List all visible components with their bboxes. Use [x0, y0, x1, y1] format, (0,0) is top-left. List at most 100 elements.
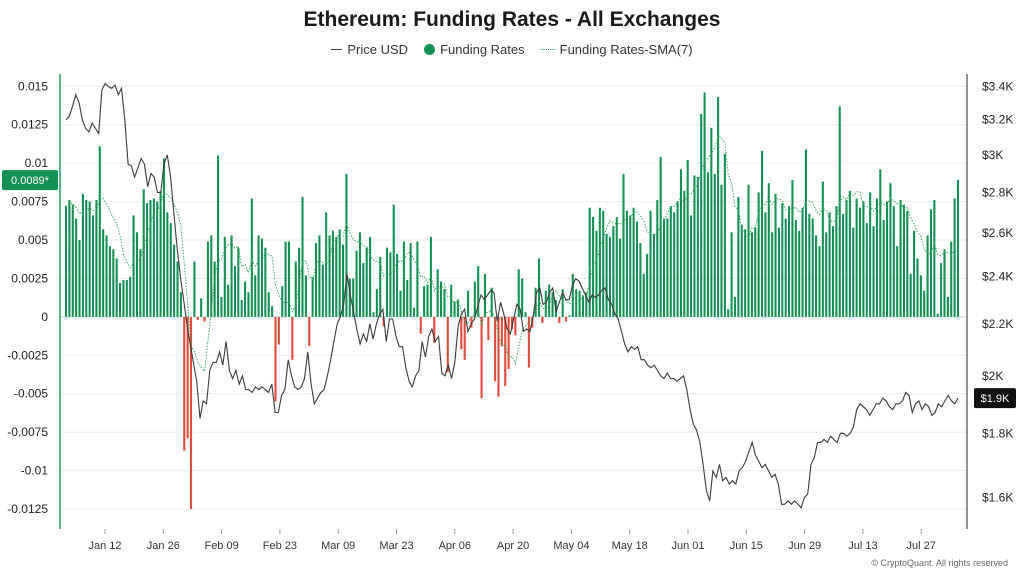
funding-rate-bar	[571, 273, 574, 317]
funding-rate-bar	[338, 229, 341, 317]
funding-rate-bar	[521, 278, 524, 317]
funding-rate-bar	[166, 212, 169, 317]
funding-rate-bar	[906, 210, 909, 317]
funding-rate-bar	[767, 183, 770, 317]
funding-rate-bar	[943, 249, 946, 317]
funding-rate-bar	[409, 243, 412, 317]
funding-rate-bar	[135, 232, 138, 317]
funding-rate-bar	[183, 316, 186, 451]
funding-rate-bar	[771, 232, 774, 317]
funding-rate-bar	[565, 316, 568, 322]
funding-rate-bar	[176, 261, 179, 317]
right-tick-label: $3K	[982, 148, 1003, 162]
funding-rate-bar	[575, 289, 578, 317]
funding-rate-bar	[112, 249, 115, 317]
funding-rate-bar	[875, 198, 878, 317]
funding-rate-bar	[811, 218, 814, 317]
funding-rate-bar	[690, 215, 693, 317]
funding-rate-bar	[585, 292, 588, 317]
funding-rate-bar	[551, 292, 554, 317]
funding-rate-bar	[801, 207, 804, 317]
funding-rate-bar	[916, 258, 919, 317]
funding-rate-bar	[497, 316, 500, 397]
funding-rate-bar	[646, 253, 649, 317]
funding-rate-bar	[494, 316, 497, 382]
funding-rate-bar	[581, 295, 584, 317]
x-tick-label: May 18	[612, 540, 648, 552]
funding-rate-bar	[456, 299, 459, 317]
funding-rate-bar	[125, 279, 128, 317]
funding-rate-bar	[842, 213, 845, 317]
funding-rate-bar	[764, 212, 767, 317]
funding-rate-bar	[598, 207, 601, 317]
funding-rate-bar	[909, 273, 912, 317]
funding-rate-bar	[727, 309, 730, 317]
copyright-text: © CryptoQuant. All rights reserved	[871, 558, 1008, 568]
legend-item-sma[interactable]: Funding Rates-SMA(7)	[540, 42, 693, 57]
funding-rate-bar	[88, 201, 91, 317]
x-tick-label: Jan 26	[147, 540, 180, 552]
funding-rate-bar	[402, 241, 405, 317]
funding-rate-bar	[189, 316, 193, 510]
x-tick-label: Jun 29	[788, 540, 821, 552]
funding-rate-bar	[325, 212, 328, 317]
x-tick-label: Jun 01	[671, 540, 704, 552]
funding-rate-bar	[889, 183, 892, 317]
x-axis-ticks: Jan 12 Jan 26 Feb 09 Feb 23 Mar 09 Mar 23 Apr …	[88, 529, 936, 552]
funding-rate-bar	[68, 200, 71, 317]
x-tick-label: Jul 27	[907, 540, 936, 552]
funding-rate-bar	[608, 236, 612, 317]
right-tick-label: $3.2K	[982, 113, 1013, 127]
funding-rate-bar	[592, 216, 595, 317]
left-tick-label: -0.0125	[7, 502, 48, 516]
funding-rate-bar	[777, 227, 780, 317]
funding-rate-bar	[156, 201, 159, 317]
funding-rate-bar	[845, 200, 848, 317]
funding-rate-bar	[102, 229, 105, 317]
funding-rate-bars	[64, 92, 960, 510]
gridlines	[60, 85, 967, 510]
funding-rate-bar	[649, 210, 652, 317]
funding-rate-bar	[737, 196, 740, 317]
funding-rate-bar	[794, 220, 797, 317]
current-price-badge-label: $1.9K	[981, 393, 1010, 405]
funding-rate-bar	[129, 276, 132, 317]
funding-rate-bar	[220, 296, 223, 317]
legend-item-funding-rates[interactable]: Funding Rates	[424, 42, 525, 57]
left-tick-label: -0.005	[14, 387, 48, 401]
funding-rate-bar	[399, 290, 402, 317]
funding-rate-bar	[139, 249, 142, 317]
funding-rate-bar	[342, 244, 345, 317]
right-tick-label: $1.8K	[982, 426, 1013, 440]
funding-rate-bar	[277, 316, 280, 345]
funding-rate-bar	[200, 298, 203, 317]
funding-rate-bar	[700, 113, 703, 317]
funding-rate-bar	[828, 212, 831, 317]
legend-item-price[interactable]: Price USD	[331, 42, 408, 57]
funding-rate-bar	[95, 200, 98, 317]
funding-rate-bar	[210, 235, 213, 317]
left-tick-label: 0.015	[18, 79, 48, 93]
funding-rate-bar	[710, 127, 713, 317]
left-tick-label: 0.0125	[11, 118, 48, 132]
funding-rate-bar	[321, 264, 324, 317]
funding-rate-bar	[872, 226, 875, 317]
funding-rate-bar	[71, 204, 74, 317]
funding-rate-bar	[750, 232, 753, 317]
funding-rate-bar	[619, 238, 622, 317]
funding-rate-bar	[81, 193, 84, 317]
funding-rate-bar	[504, 316, 507, 387]
funding-rate-bar	[605, 233, 608, 317]
funding-rate-bar	[926, 235, 929, 317]
funding-rate-bar	[663, 218, 666, 317]
price-and-sma-lines	[65, 82, 959, 509]
funding-rate-bar	[717, 97, 720, 317]
funding-rate-bar	[747, 184, 750, 317]
x-tick-label: Jun 15	[730, 540, 763, 552]
funding-rate-bar	[122, 279, 125, 317]
funding-rate-bar	[669, 206, 672, 317]
funding-rate-bar	[561, 289, 564, 317]
funding-rate-bar	[223, 236, 226, 317]
funding-rate-bar	[254, 275, 257, 317]
funding-rate-bar	[227, 284, 230, 317]
